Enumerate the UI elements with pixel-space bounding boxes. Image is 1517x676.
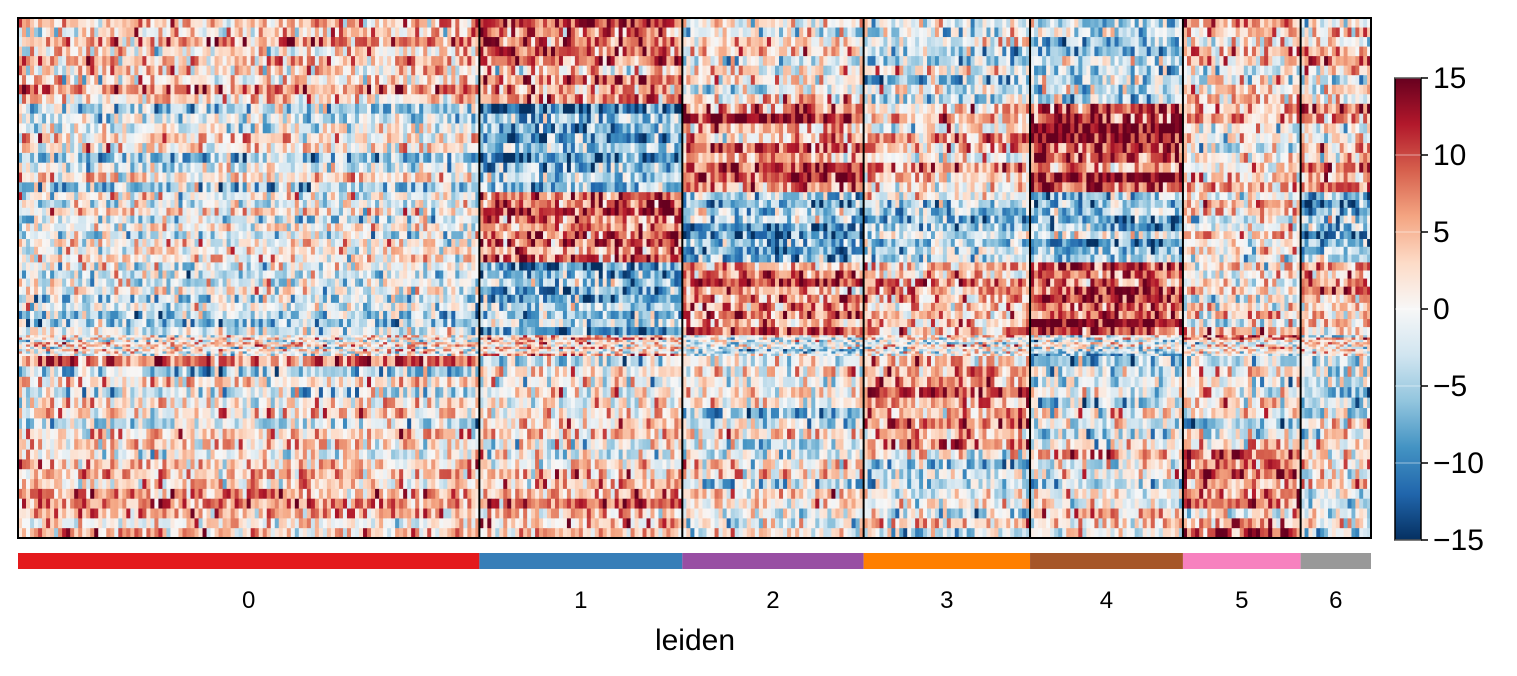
group-bar-1	[479, 553, 682, 569]
group-bar-0	[18, 553, 479, 569]
gene-block-0	[18, 18, 1371, 104]
colorbar-tick-label: −10	[1433, 447, 1484, 480]
group-label-2: 2	[766, 587, 779, 614]
colorbar: 15 10 5 0 −5 −10 −15	[1395, 62, 1484, 557]
colorbar-tick-label: 10	[1433, 139, 1466, 172]
gene-block-5	[18, 356, 1371, 450]
group-bar-3	[864, 553, 1030, 569]
group-label-1: 1	[574, 587, 587, 614]
group-label-3: 3	[940, 587, 953, 614]
gene-block-4	[18, 335, 1371, 356]
gene-block-6	[18, 450, 1371, 539]
group-bar-6	[1301, 553, 1371, 569]
x-axis-label: leiden	[655, 624, 735, 657]
group-label-5: 5	[1235, 587, 1248, 614]
group-bar-2	[682, 553, 863, 569]
group-label-4: 4	[1100, 587, 1113, 614]
colorbar-tick-label: −15	[1433, 524, 1484, 557]
gene-block-3	[18, 262, 1371, 335]
heatmap-body	[18, 18, 1371, 538]
group-label-0: 0	[242, 587, 255, 614]
colorbar-tick-label: 0	[1433, 293, 1450, 326]
group-bar-4	[1030, 553, 1183, 569]
group-label-6: 6	[1329, 587, 1342, 614]
gene-block-2	[18, 192, 1371, 263]
group-bar-5	[1183, 553, 1301, 569]
colorbar-tick-label: 15	[1433, 62, 1466, 95]
colorbar-tick-label: −5	[1433, 370, 1467, 403]
group-color-bar	[18, 553, 1371, 569]
colorbar-tick-label: 5	[1433, 216, 1450, 249]
gene-block-1	[18, 104, 1371, 193]
group-labels: 0 1 2 3 4 5 6	[242, 587, 1342, 614]
